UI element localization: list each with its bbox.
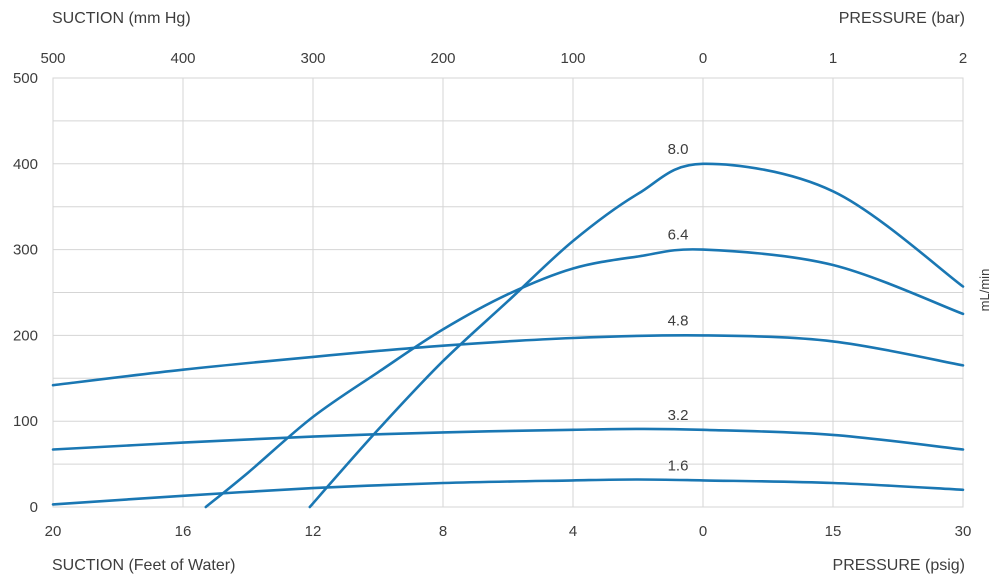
top-tick-label: 1	[829, 50, 837, 67]
y-tick-label: 0	[30, 499, 38, 516]
bottom-tick-label: 4	[569, 523, 577, 540]
top-tick-label: 0	[699, 50, 707, 67]
bottom-tick-label: 0	[699, 523, 707, 540]
top-left-axis-title: SUCTION (mm Hg)	[52, 10, 191, 27]
y-tick-label: 200	[13, 327, 38, 344]
top-right-axis-title: PRESSURE (bar)	[838, 10, 965, 27]
bottom-tick-label: 15	[825, 523, 842, 540]
series-line-1-6	[51, 478, 965, 506]
bottom-tick-label: 12	[305, 523, 322, 540]
y-tick-label: 400	[13, 156, 38, 173]
top-tick-label: 400	[170, 50, 195, 67]
series-label: 6.4	[668, 227, 689, 244]
top-tick-label: 300	[300, 50, 325, 67]
top-tick-label: 100	[560, 50, 585, 67]
series-line-3-2	[51, 427, 965, 451]
bottom-tick-label: 30	[955, 523, 972, 540]
series-label: 1.6	[668, 457, 689, 474]
series-label: 3.2	[668, 407, 689, 424]
top-tick-label: 500	[40, 50, 65, 67]
bottom-tick-label: 16	[175, 523, 192, 540]
bottom-right-axis-title: PRESSURE (psig)	[832, 557, 965, 574]
bottom-tick-label: 20	[45, 523, 62, 540]
y-axis-label: mL/min	[977, 269, 992, 312]
series-label: 8.0	[668, 141, 689, 158]
series-curves	[51, 162, 965, 509]
y-tick-label: 500	[13, 70, 38, 87]
bottom-tick-label: 8	[439, 523, 447, 540]
series-line-4-8	[51, 333, 965, 387]
series-label: 4.8	[668, 312, 689, 329]
y-tick-label: 300	[13, 242, 38, 259]
bottom-left-axis-title: SUCTION (Feet of Water)	[52, 557, 236, 574]
y-tick-label: 100	[13, 413, 38, 430]
series-line-8-0	[308, 162, 965, 509]
top-tick-label: 200	[430, 50, 455, 67]
top-tick-label: 2	[959, 50, 967, 67]
